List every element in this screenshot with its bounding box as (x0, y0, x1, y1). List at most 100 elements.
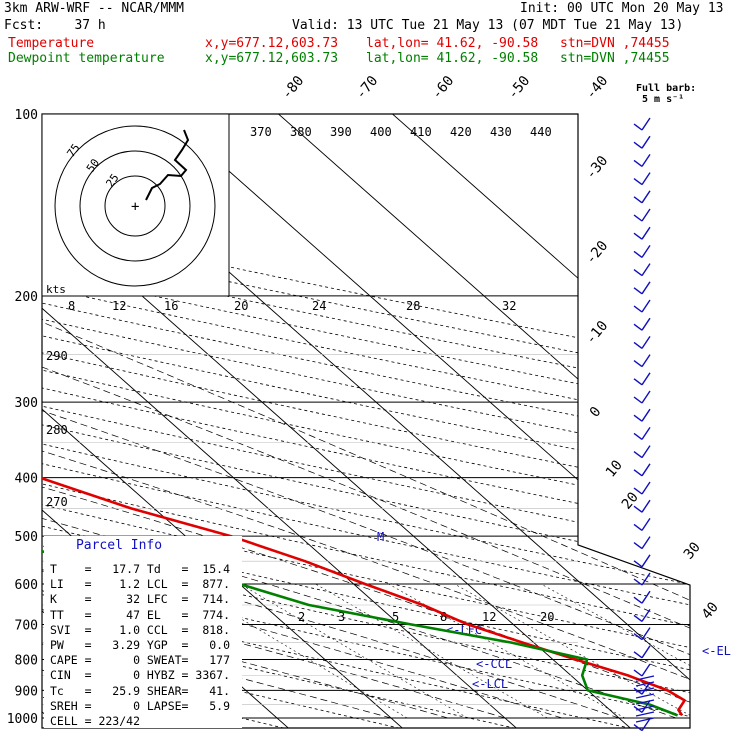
wind-barb (633, 572, 651, 586)
wind-barb (633, 445, 651, 459)
moist-adiabat (42, 295, 506, 719)
pressure-tick-label: 200 (15, 290, 38, 305)
isotherm-top-label: -60 (429, 73, 458, 103)
theta-e-label: 370 (250, 125, 272, 139)
mixing-ratio-line (315, 583, 548, 719)
moist-adiabat (42, 295, 392, 719)
wind-barb (633, 463, 651, 477)
mixing-ratio-label: 12 (482, 610, 496, 624)
dry-adiabat (42, 114, 690, 728)
theta-e-label: 440 (530, 125, 552, 139)
parcel-info-row: CIN = 0 HYBZ = 3367. (50, 668, 231, 683)
hodograph-unit: kts (46, 283, 66, 296)
wind-barb (633, 190, 651, 204)
barb-legend-title: Full barb: (636, 83, 697, 94)
isotherm-line (360, 114, 690, 728)
pressure-tick-label: 900 (15, 684, 38, 699)
isotherm-side-label: 40 (699, 599, 722, 622)
isotherm-top-label: -50 (505, 73, 534, 103)
hodograph-ring (79, 150, 191, 262)
isotherm-line (42, 114, 406, 728)
wind-barb (633, 536, 651, 550)
wind-barb (633, 554, 651, 568)
parcel-info-row: Tc = 25.9 SHEAR= 41. (50, 683, 231, 698)
mixing-ratio-label: 2 (298, 610, 305, 624)
level-marker-label: <-CCL (476, 657, 512, 671)
mixing-ratio-label: 8 (440, 610, 447, 624)
wind-barb (633, 317, 651, 331)
parcel-info-title: Parcel Info (75, 538, 163, 553)
hodograph-box (41, 113, 230, 297)
dry-adiabat (42, 114, 690, 728)
wind-barb (633, 226, 651, 240)
wind-barb (633, 245, 651, 258)
forecast-hour: Fcst: 37 h (4, 18, 106, 33)
isotherm-line (42, 114, 520, 728)
wind-barb (633, 718, 651, 732)
temperature-station: stn=DVN ,74455 (560, 36, 670, 51)
dewpoint-station: stn=DVN ,74455 (560, 51, 670, 66)
hodograph-axis-label: 8 (68, 299, 75, 313)
parcel-info-row: LI = 1.2 LCL = 877. (50, 577, 231, 592)
wind-barb (635, 705, 655, 711)
wind-barb (635, 699, 655, 705)
parcel-marker: M (377, 530, 384, 544)
parcel-info-row: SVI = 1.0 CCL = 818. (50, 622, 231, 637)
theta-left-label: 280 (46, 423, 68, 437)
parcel-info-row: T = 17.7 Td = 15.4 (50, 562, 231, 576)
dewpoint-latlon: lat,lon= 41.62, -90.58 (366, 51, 539, 66)
hodograph-ring-label: 25 (103, 171, 121, 189)
theta-e-label: 390 (330, 125, 352, 139)
wind-barb (633, 354, 651, 368)
wind-barb (633, 390, 651, 404)
parcel-info-row: PW = 3.29 YGP = 0.0 (50, 638, 231, 653)
parcel-info-row: K = 32 LFC = 714. (50, 592, 231, 607)
dewpoint-legend: Dewpoint temperature (8, 51, 165, 66)
dry-adiabat (42, 114, 690, 728)
isotherm-side-label: -10 (583, 318, 612, 348)
isotherm-line (42, 114, 634, 728)
wind-barb (633, 117, 651, 131)
mixing-ratio-label: 5 (392, 610, 399, 624)
isotherm-side-label: 10 (603, 457, 626, 480)
hodograph-axis-label: 32 (502, 299, 516, 313)
hodograph-center: + (131, 199, 139, 215)
wind-barb (633, 590, 651, 604)
pressure-tick-label: 400 (15, 472, 38, 487)
wind-barb (635, 693, 655, 699)
hodograph-ring-label: 75 (64, 141, 82, 159)
parcel-info-panel: T = 17.7 Td = 15.4 LI = 1.2 LCL = 877. K =… (44, 536, 242, 728)
isotherm-side-label: -20 (583, 238, 612, 268)
parcel-info-row: CAPE = 0 SWEAT= 177 (50, 653, 231, 668)
model-title: 3km ARW-WRF -- NCAR/MMM (4, 1, 185, 16)
pressure-tick-label: 1000 (7, 712, 38, 727)
barb-legend-unit: 5 m s⁻¹ (642, 94, 685, 105)
wind-barb (633, 427, 651, 440)
parcel-info-cell: CELL = 223/42 (50, 714, 141, 729)
theta-left-label: 270 (46, 495, 68, 509)
init-time: Init: 00 UTC Mon 20 May 13 (520, 1, 724, 16)
wind-barb (635, 717, 655, 723)
wind-barb (635, 711, 655, 717)
pressure-tick-label: 700 (15, 618, 38, 633)
valid-time: Valid: 13 UTC Tue 21 May 13 (07 MDT Tue … (292, 18, 684, 33)
theta-e-label: 430 (490, 125, 512, 139)
theta-e-label: 400 (370, 125, 392, 139)
wind-barb (633, 481, 651, 495)
parcel-info-row: TT = 47 EL = 774. (50, 607, 231, 622)
wind-barb (635, 681, 655, 687)
wind-barb (633, 499, 651, 513)
isotherm-top-label: -80 (279, 73, 308, 103)
temperature-latlon: lat,lon= 41.62, -90.58 (366, 36, 539, 51)
hodograph-trace (145, 129, 190, 201)
wind-barb (633, 208, 651, 222)
mixing-ratio-line (182, 583, 408, 719)
mixing-ratio-line (240, 583, 468, 719)
level-marker-label: <-LCL (472, 677, 508, 691)
theta-e-label: 410 (410, 125, 432, 139)
hodograph-ring-label: 50 (84, 156, 102, 174)
wind-barb (633, 609, 651, 622)
pressure-tick-label: 600 (15, 578, 38, 593)
wind-barb (633, 263, 651, 277)
